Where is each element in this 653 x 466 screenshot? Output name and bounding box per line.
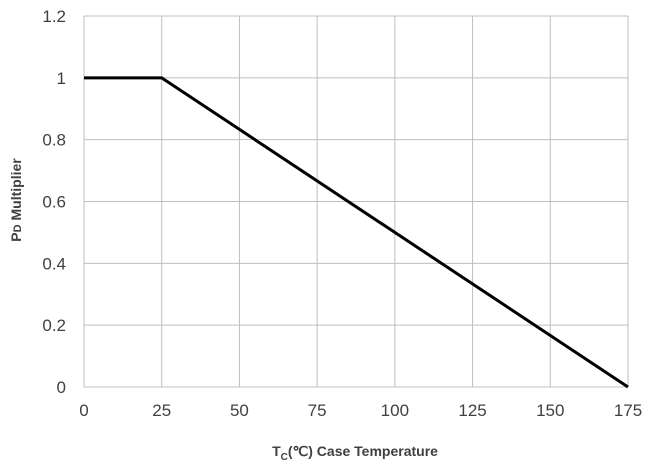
x-tick-label: 75 — [308, 401, 327, 420]
y-tick-label: 0.8 — [42, 131, 66, 150]
y-tick-label: 1.2 — [42, 7, 66, 26]
series-group — [84, 76, 629, 389]
x-tick-label: 175 — [614, 401, 642, 420]
y-tick-label: 0.4 — [42, 254, 66, 273]
x-tick-label: 100 — [381, 401, 409, 420]
x-tick-label: 50 — [230, 401, 249, 420]
y-axis-title-main: P — [8, 232, 24, 241]
x-axis-title-subscript: C — [281, 452, 288, 463]
x-tick-label: 25 — [152, 401, 171, 420]
y-axis-title: PD Multiplier — [8, 158, 24, 242]
y-tick-label: 1 — [57, 69, 66, 88]
y-axis-ticks: 0 0.2 0.4 0.6 0.8 1 1.2 — [42, 7, 66, 397]
y-tick-label: 0.6 — [42, 193, 66, 212]
x-tick-label: 0 — [79, 401, 88, 420]
x-axis-title: TC(℃) Case Temperature — [272, 443, 438, 463]
x-axis-title-rest: (℃) Case Temperature — [288, 443, 438, 459]
x-axis-ticks: 0 25 50 75 100 125 150 175 — [79, 401, 642, 420]
x-axis-title-main: T — [272, 443, 281, 459]
series-line-0 — [84, 76, 629, 389]
grid-lines — [83, 15, 629, 388]
y-tick-label: 0.2 — [42, 316, 66, 335]
y-axis-title-subscript: D — [12, 224, 24, 232]
y-axis-title-rest: Multiplier — [8, 158, 24, 225]
y-tick-label: 0 — [57, 378, 66, 397]
x-tick-label: 125 — [458, 401, 486, 420]
x-tick-label: 150 — [536, 401, 564, 420]
